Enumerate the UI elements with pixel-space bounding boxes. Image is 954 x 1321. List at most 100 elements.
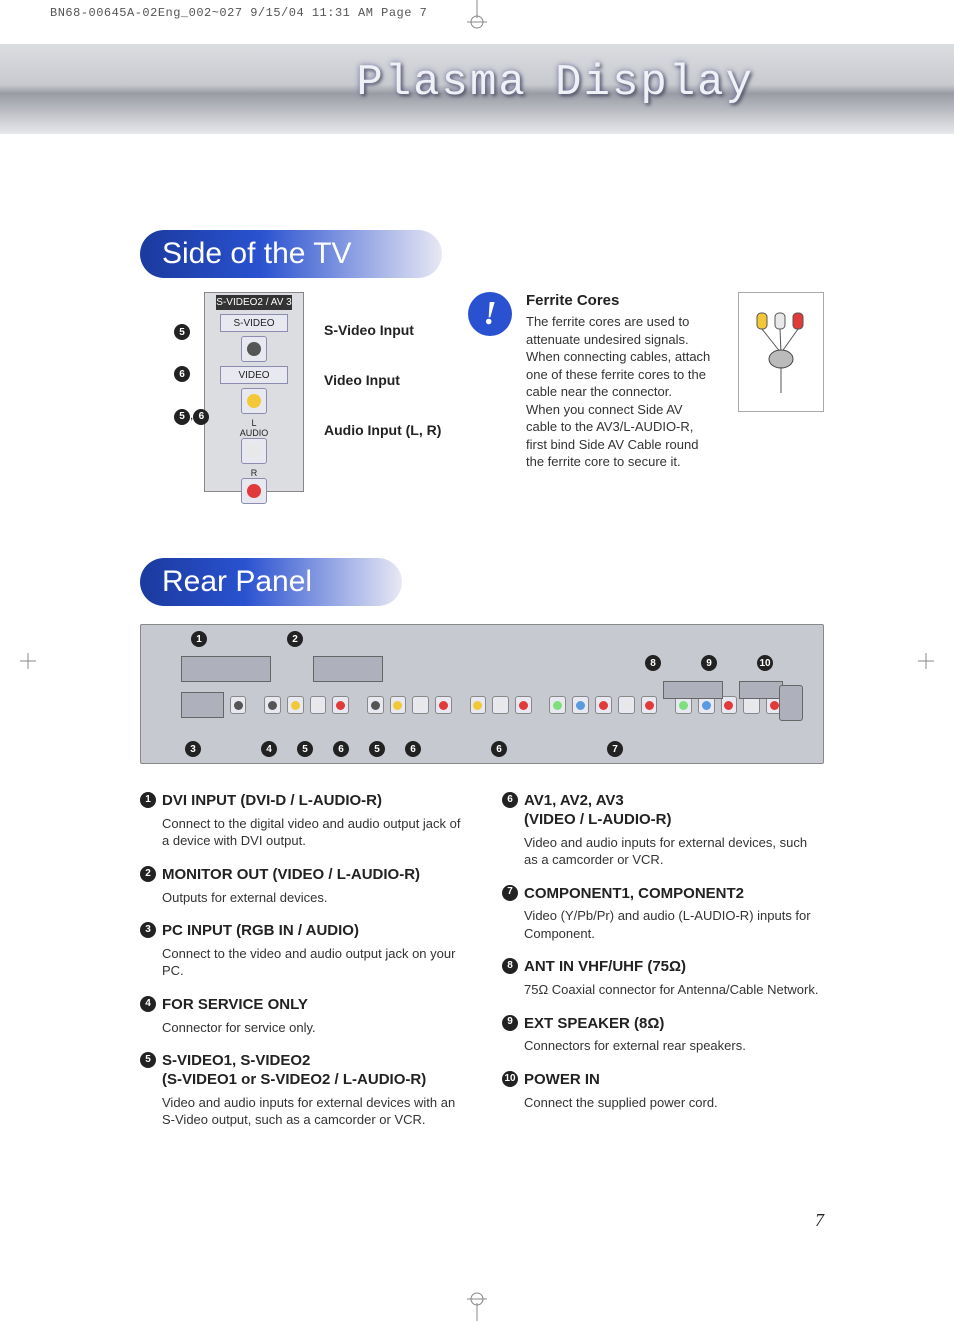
port-icon	[492, 696, 509, 714]
manual-page: BN68-00645A-02Eng_002~027 9/15/04 11:31 …	[0, 0, 954, 1321]
port-icon	[332, 696, 349, 714]
marker-badge: 6	[174, 366, 190, 382]
desc-title: MONITOR OUT (VIDEO / L-AUDIO-R)	[162, 866, 420, 885]
rear-callout: 1	[191, 631, 207, 647]
port-icon	[641, 696, 658, 714]
desc-body: Video and audio inputs for external devi…	[524, 834, 824, 869]
video-jack-icon	[241, 388, 267, 414]
desc-title: ANT IN VHF/UHF (75Ω)	[524, 958, 686, 977]
desc-title: PC INPUT (RGB IN / AUDIO)	[162, 922, 359, 941]
rear-panel-diagram: 1 2 8 9 10	[140, 624, 824, 764]
ferrite-core-illustration	[738, 292, 824, 412]
port-icon	[435, 696, 452, 714]
crop-mark-top-icon	[457, 0, 497, 30]
marker-badge-combo: 5,6	[174, 408, 209, 425]
port-icon	[572, 696, 589, 714]
desc-title: S-VIDEO1, S-VIDEO2	[162, 1052, 426, 1071]
port-icon	[470, 696, 487, 714]
port-icon	[412, 696, 429, 714]
print-header: BN68-00645A-02Eng_002~027 9/15/04 11:31 …	[50, 6, 427, 20]
side-cross-left-icon	[20, 653, 36, 669]
port-icon	[549, 696, 566, 714]
audio-r-jack-icon	[241, 478, 267, 504]
desc-body: Connect the supplied power cord.	[524, 1094, 824, 1112]
side-sub-audio-l: L	[205, 418, 303, 428]
rear-callout: 5	[297, 741, 313, 757]
desc-title-2: (VIDEO / L-AUDIO-R)	[524, 811, 672, 830]
rear-callout: 5	[369, 741, 385, 757]
port-icon	[310, 696, 327, 714]
power-socket-icon	[779, 685, 803, 721]
ferrite-text: Ferrite Cores The ferrite cores are used…	[526, 292, 714, 471]
port-icon	[515, 696, 532, 714]
rear-callout: 6	[491, 741, 507, 757]
port-icon	[230, 696, 247, 714]
side-diagram: S-VIDEO2 / AV 3 S-VIDEO VIDEO L AUDIO R …	[164, 292, 444, 502]
desc-col-left: 1DVI INPUT (DVI-D / L-AUDIO-R)Connect to…	[140, 792, 462, 1145]
ferrite-body-1: The ferrite cores are used to attenuate …	[526, 313, 714, 401]
ferrite-title: Ferrite Cores	[526, 292, 714, 309]
dvi-block	[181, 656, 271, 682]
side-markers: 5 6 5,6	[174, 324, 209, 425]
desc-col-right: 6AV1, AV2, AV3(VIDEO / L-AUDIO-R)Video a…	[502, 792, 824, 1145]
marker-badge: 5	[174, 324, 190, 340]
rear-callout: 6	[333, 741, 349, 757]
rear-callout: 4	[261, 741, 277, 757]
desc-title: EXT SPEAKER (8Ω)	[524, 1015, 664, 1034]
desc-body: Connectors for external rear speakers.	[524, 1037, 824, 1055]
side-sub-audio: AUDIO	[205, 428, 303, 438]
desc-body: Outputs for external devices.	[162, 889, 462, 907]
desc-body: Connect to the digital video and audio o…	[162, 815, 462, 850]
desc-body: Connect to the video and audio output ja…	[162, 945, 462, 980]
desc-title: COMPONENT1, COMPONENT2	[524, 885, 744, 904]
descriptions: 1DVI INPUT (DVI-D / L-AUDIO-R)Connect to…	[140, 792, 824, 1145]
side-panel-header: S-VIDEO2 / AV 3	[216, 295, 292, 310]
page-number: 7	[815, 1210, 824, 1231]
ferrite-block: ! Ferrite Cores The ferrite cores are us…	[468, 292, 824, 471]
ferrite-body-2: When you connect Side AV cable to the AV…	[526, 401, 714, 471]
side-heading-pill: Side of the TV	[140, 230, 442, 278]
rear-section: Rear Panel 1 2 8 9 10	[140, 558, 824, 1145]
rear-callout: 2	[287, 631, 303, 647]
port-icon	[390, 696, 407, 714]
rear-callout: 3	[185, 741, 201, 757]
desc-body: Video and audio inputs for external devi…	[162, 1094, 462, 1129]
monitor-out-block	[313, 656, 383, 682]
marker-badge: 6	[193, 409, 209, 425]
side-panel-graphic: S-VIDEO2 / AV 3 S-VIDEO VIDEO L AUDIO R	[204, 292, 304, 492]
label-svideo: S-Video Input	[324, 322, 441, 338]
desc-title-2: (S-VIDEO1 or S-VIDEO2 / L-AUDIO-R)	[162, 1071, 426, 1090]
side-sub-svideo: S-VIDEO	[220, 314, 288, 332]
desc-title: POWER IN	[524, 1071, 600, 1090]
side-cross-right-icon	[918, 653, 934, 669]
port-icon	[264, 696, 281, 714]
side-sub-audio-r: R	[205, 468, 303, 478]
audio-l-jack-icon	[241, 438, 267, 464]
side-labels: S-Video Input Video Input Audio Input (L…	[324, 322, 441, 438]
marker-badge: 5	[174, 409, 190, 425]
label-video: Video Input	[324, 372, 441, 388]
side-sub-video: VIDEO	[220, 366, 288, 384]
attention-icon: !	[468, 292, 512, 336]
desc-title: DVI INPUT (DVI-D / L-AUDIO-R)	[162, 792, 382, 811]
rear-heading-pill: Rear Panel	[140, 558, 402, 606]
power-in-block	[739, 681, 783, 699]
port-icon	[287, 696, 304, 714]
rear-callout: 6	[405, 741, 421, 757]
desc-body: Connector for service only.	[162, 1019, 462, 1037]
crop-mark-bottom-icon	[457, 1291, 497, 1321]
desc-body: 75Ω Coaxial connector for Antenna/Cable …	[524, 981, 824, 999]
rear-callout: 7	[607, 741, 623, 757]
label-audio: Audio Input (L, R)	[324, 422, 441, 438]
svideo-jack-icon	[241, 336, 267, 362]
desc-title: FOR SERVICE ONLY	[162, 996, 308, 1015]
desc-title: AV1, AV2, AV3	[524, 792, 672, 811]
side-section: S-VIDEO2 / AV 3 S-VIDEO VIDEO L AUDIO R …	[140, 292, 824, 502]
vga-block	[181, 692, 224, 718]
ferrite-cable-icon	[751, 307, 811, 397]
port-icon	[595, 696, 612, 714]
ext-speaker-block	[663, 681, 723, 699]
port-icon	[618, 696, 635, 714]
port-icon	[367, 696, 384, 714]
banner-title: Plasma Display	[356, 58, 754, 108]
